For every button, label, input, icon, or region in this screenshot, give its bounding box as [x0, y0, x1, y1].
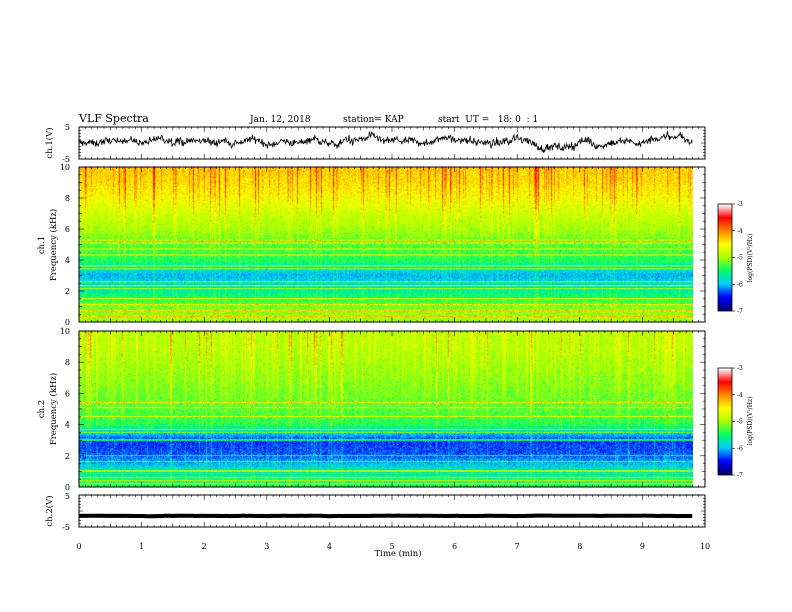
freq-tick-label: 2 [65, 287, 70, 296]
ch2-waveform-panel: 5 -5 ch.2(V) 0 1 2 3 4 5 6 7 8 9 10 Time (min) [44, 492, 710, 559]
ch1-colorbar-ticks: -3 -4 -5 -6 -7 [732, 201, 743, 315]
time-axis-label: Time (min) [374, 548, 421, 559]
freq-tick-label: 2 [65, 452, 70, 461]
time-tick-label: 7 [515, 542, 520, 551]
ch2-spectrogram-yticks: 0 2 4 6 8 10 [60, 327, 705, 492]
ch1-colorbar-gradient [718, 204, 732, 311]
ch2-waveform-trace [79, 513, 693, 519]
time-tick-label: 10 [700, 542, 710, 551]
colorbar-tick-label: -4 [737, 392, 743, 399]
colorbar-tick-label: -3 [737, 201, 743, 208]
time-axis-tick-labels: 0 1 2 3 4 5 6 7 8 9 10 [76, 542, 710, 551]
ch1-spectrogram-panel: 0 2 4 6 8 10 ch.1 Frequency (kHz) [37, 163, 706, 327]
ch1-colorbar-label: log(PSD)(V²/Hz) [747, 234, 754, 283]
ch2-spectrogram-image [79, 331, 693, 487]
freq-tick-label: 4 [65, 256, 70, 265]
ch1-waveform-trace [78, 130, 693, 154]
time-tick-label: 6 [452, 542, 457, 551]
ch1-spectrogram-image [79, 167, 693, 322]
colorbar-tick-label: -5 [737, 255, 743, 262]
ch2-waveform-ylabel: ch.2(V) [44, 495, 55, 526]
ch2-spectrogram-panel: 0 2 4 6 8 10 ch.2 Frequency (kHz) [37, 327, 706, 492]
ch1-ytick-bottom: -5 [62, 155, 70, 164]
ch2-colorbar-label: log(PSD)(V²/Hz) [747, 397, 754, 446]
colorbar-tick-label: -5 [737, 419, 743, 426]
time-tick-label: 9 [640, 542, 645, 551]
freq-tick-label: 10 [60, 163, 70, 172]
ch2-colorbar-ticks: -3 -4 -5 -6 -7 [732, 365, 743, 479]
ch1-waveform-xticks [78, 126, 706, 160]
colorbar-tick-label: -4 [737, 228, 743, 235]
ch1-waveform-ylabel: ch.1(V) [44, 127, 55, 158]
freq-tick-label: 6 [65, 225, 70, 234]
colorbar-tick-label: -3 [737, 365, 743, 372]
colorbar-tick-label: -7 [737, 308, 743, 315]
time-tick-label: 1 [139, 542, 144, 551]
freq-tick-label: 0 [65, 318, 70, 327]
time-tick-label: 8 [577, 542, 582, 551]
freq-tick-label: 8 [65, 194, 70, 203]
ch1-frequency-label: Frequency (kHz) [48, 209, 59, 281]
ch2-frequency-label: Frequency (kHz) [48, 373, 59, 445]
ch2-ytick-top: 5 [65, 492, 70, 501]
figure-title: VLF Spectra [78, 112, 149, 125]
freq-tick-label: 0 [65, 483, 70, 492]
time-tick-label: 3 [264, 542, 269, 551]
station-label: station= KAP [343, 115, 404, 125]
ch2-colorbar-gradient [718, 368, 732, 475]
ch1-waveform-panel: 5 -5 ch.1(V) [44, 123, 706, 164]
ch2-channel-label: ch.2 [37, 400, 47, 418]
time-tick-label: 4 [327, 542, 332, 551]
colorbar-tick-label: -7 [737, 472, 743, 479]
time-tick-label: 5 [389, 542, 394, 551]
ch1-ytick-top: 5 [65, 123, 70, 132]
time-tick-label: 2 [202, 542, 207, 551]
ch2-ytick-bottom: -5 [62, 523, 70, 532]
time-tick-label: 0 [76, 542, 81, 551]
ch2-spectrogram-xticks [78, 331, 706, 487]
freq-tick-label: 6 [65, 389, 70, 398]
colorbar-tick-label: -6 [737, 281, 743, 288]
freq-tick-label: 8 [65, 358, 70, 367]
ch1-spectrogram-yticks: 0 2 4 6 8 10 [60, 163, 705, 327]
ch2-waveform-xticks [78, 494, 706, 528]
start-time-label: start UT = 18: 0 : 1 [438, 115, 538, 125]
freq-tick-label: 10 [60, 327, 70, 336]
ch1-spectrogram-xticks [78, 167, 706, 322]
colorbar-tick-label: -6 [737, 445, 743, 452]
ch1-channel-label: ch.1 [37, 236, 47, 254]
date-label: Jan. 12, 2018 [249, 115, 311, 125]
freq-tick-label: 4 [65, 421, 70, 430]
ch1-colorbar: -3 -4 -5 -6 -7 log(PSD)(V²/Hz) [717, 201, 754, 315]
ch2-colorbar: -3 -4 -5 -6 -7 log(PSD)(V²/Hz) [717, 365, 754, 479]
